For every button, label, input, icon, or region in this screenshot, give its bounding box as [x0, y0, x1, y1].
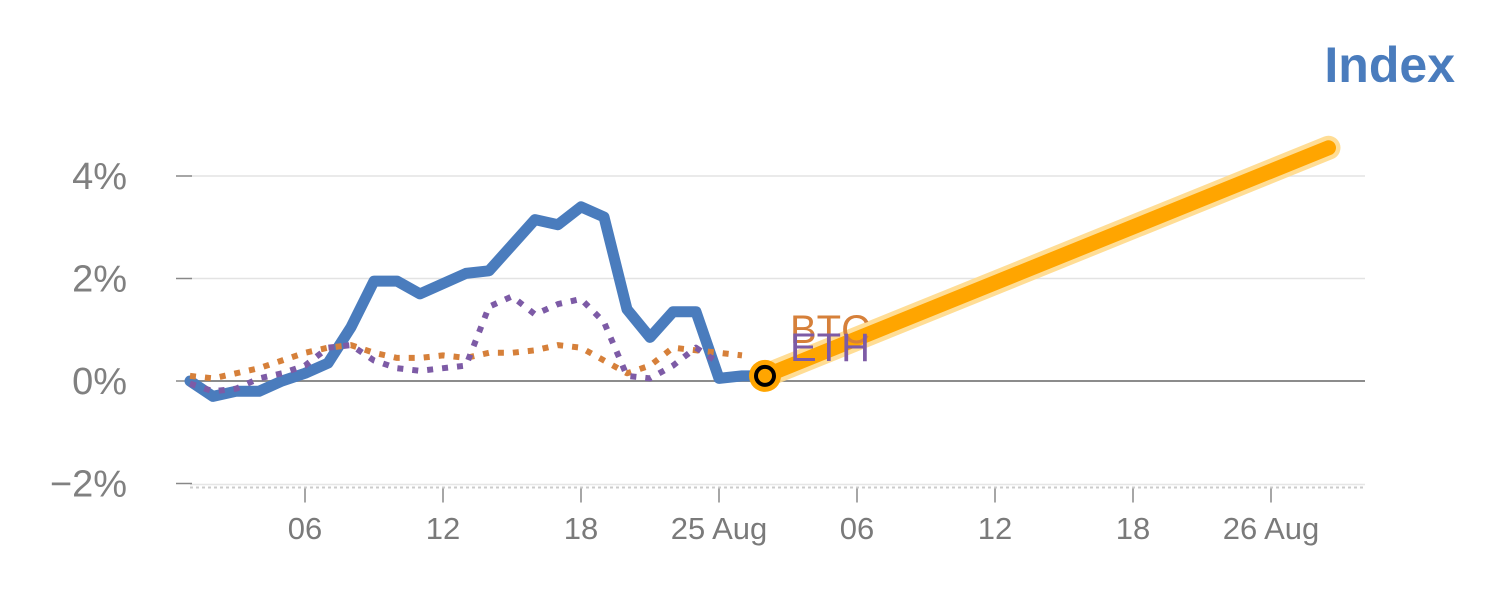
x-tick-label: 06: [288, 511, 322, 546]
series-lines: [184, 135, 1341, 402]
x-tick-label: 26 Aug: [1223, 511, 1320, 546]
x-tick-label: 18: [1116, 511, 1150, 546]
x-tick-label: 12: [978, 511, 1012, 546]
x-tick-label: 06: [840, 511, 874, 546]
series-line-btc: [189, 342, 743, 382]
x-tick-label: 12: [426, 511, 460, 546]
series-line-projection: [757, 140, 1336, 384]
axes: 4% 2% 0% −2% 06 12 18 25 Aug 06 12 18 26 Aug: [50, 156, 1319, 546]
x-tick-label: 25 Aug: [671, 511, 768, 546]
gridlines: [190, 175, 1365, 489]
y-tick-label: 2%: [72, 259, 127, 301]
series-label-btc: BTC: [790, 308, 870, 352]
y-tick-label: 0%: [72, 361, 127, 403]
marker-outer: [749, 359, 781, 392]
current-marker: [749, 359, 781, 392]
marker-ring: [754, 364, 776, 387]
series-line-index: [184, 201, 771, 402]
x-tick-label: 18: [564, 511, 598, 546]
chart-title: Index: [1324, 37, 1455, 93]
series-line-eth: [189, 293, 721, 395]
y-tick-label: 4%: [72, 156, 127, 198]
series-label-eth: ETH: [790, 326, 870, 370]
y-tick-label: −2%: [50, 464, 127, 506]
